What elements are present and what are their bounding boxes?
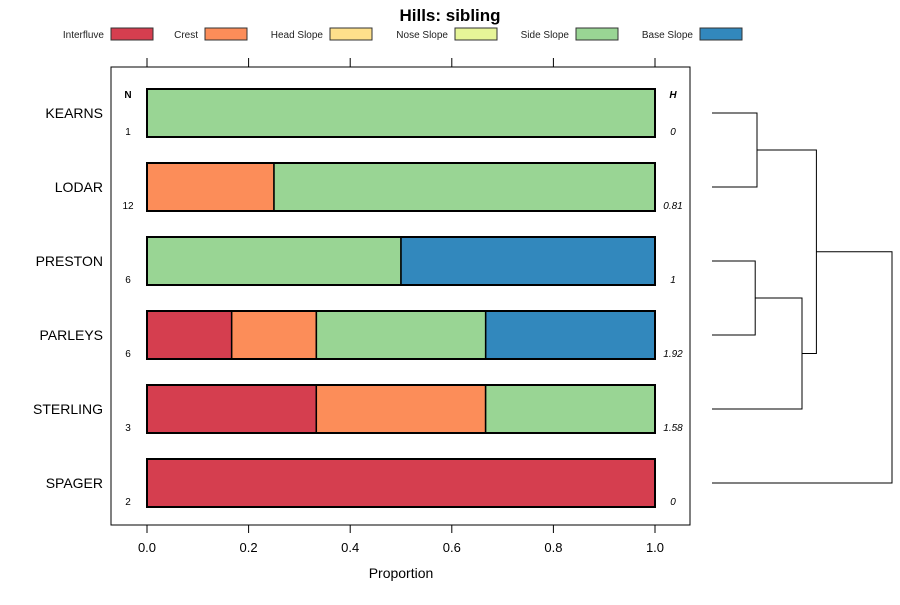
n-header: N	[124, 90, 131, 101]
legend-swatch	[110, 27, 154, 41]
bar-outline	[146, 384, 656, 434]
h-value: 1	[670, 275, 676, 286]
legend-label: Head Slope	[271, 30, 324, 41]
legend-label: Base Slope	[642, 30, 694, 41]
legend-swatch	[454, 27, 498, 41]
y-category-label: STERLING	[33, 401, 103, 417]
y-category-label: PARLEYS	[39, 327, 103, 343]
h-value: 0.81	[663, 201, 682, 212]
bar-segment	[315, 384, 487, 434]
n-value: 2	[125, 497, 131, 508]
y-category-label: KEARNS	[45, 105, 103, 121]
legend-swatch	[699, 27, 743, 41]
legend-swatch	[204, 27, 248, 41]
bars	[146, 88, 656, 508]
h-header: H	[669, 90, 677, 101]
bar-outline	[146, 458, 656, 508]
dendrogram-branch	[712, 112, 758, 188]
h-value: 0	[670, 127, 676, 138]
y-category-label: PRESTON	[36, 253, 103, 269]
bar-segment	[146, 162, 275, 212]
n-value: 1	[125, 127, 131, 138]
n-value: 6	[125, 349, 131, 360]
x-tick-label: 0.8	[544, 540, 562, 555]
legend-swatch	[329, 27, 373, 41]
dendrogram-branch	[712, 251, 893, 484]
legend-label: Nose Slope	[396, 30, 448, 41]
bar-segment	[146, 88, 656, 138]
x-tick-label: 0.2	[240, 540, 258, 555]
bar-segment	[484, 310, 656, 360]
h-value: 1.58	[663, 423, 683, 434]
y-category-label: LODAR	[55, 179, 103, 195]
bar-segment	[400, 236, 656, 286]
bar-segment	[273, 162, 656, 212]
n-value: 6	[125, 275, 131, 286]
x-axis-label: Proportion	[369, 565, 434, 581]
x-tick-label: 0.4	[341, 540, 359, 555]
bar-outline	[146, 310, 656, 360]
h-value: 0	[670, 497, 676, 508]
chart-title: Hills: sibling	[399, 6, 500, 25]
bar-segment	[230, 310, 318, 360]
bar-segment	[146, 458, 656, 508]
x-tick-label: 0.0	[138, 540, 156, 555]
dendrogram	[712, 112, 893, 484]
legend-label: Crest	[174, 30, 198, 41]
bar-segment	[484, 384, 656, 434]
bar-outline	[146, 162, 656, 212]
bar-segment	[146, 310, 233, 360]
bar-outline	[146, 88, 656, 138]
y-category-label: SPAGER	[46, 475, 103, 491]
n-value: 3	[125, 423, 131, 434]
x-tick-label: 1.0	[646, 540, 664, 555]
dendrogram-branch	[757, 149, 817, 354]
dendrogram-branch	[712, 260, 756, 336]
legend: Interfluve Crest Head Slope Nose Slope Side …	[63, 27, 743, 41]
h-value: 1.92	[663, 349, 683, 360]
bar-segment	[315, 310, 487, 360]
n-value: 12	[122, 201, 134, 212]
plot-frame	[110, 66, 691, 526]
bar-segment	[146, 236, 402, 286]
legend-label: Side Slope	[521, 30, 570, 41]
dendrogram-branch	[712, 297, 803, 410]
legend-label: Interfluve	[63, 30, 105, 41]
bar-outline	[146, 236, 656, 286]
bar-segment	[146, 384, 318, 434]
legend-swatch	[575, 27, 619, 41]
x-tick-label: 0.6	[443, 540, 461, 555]
